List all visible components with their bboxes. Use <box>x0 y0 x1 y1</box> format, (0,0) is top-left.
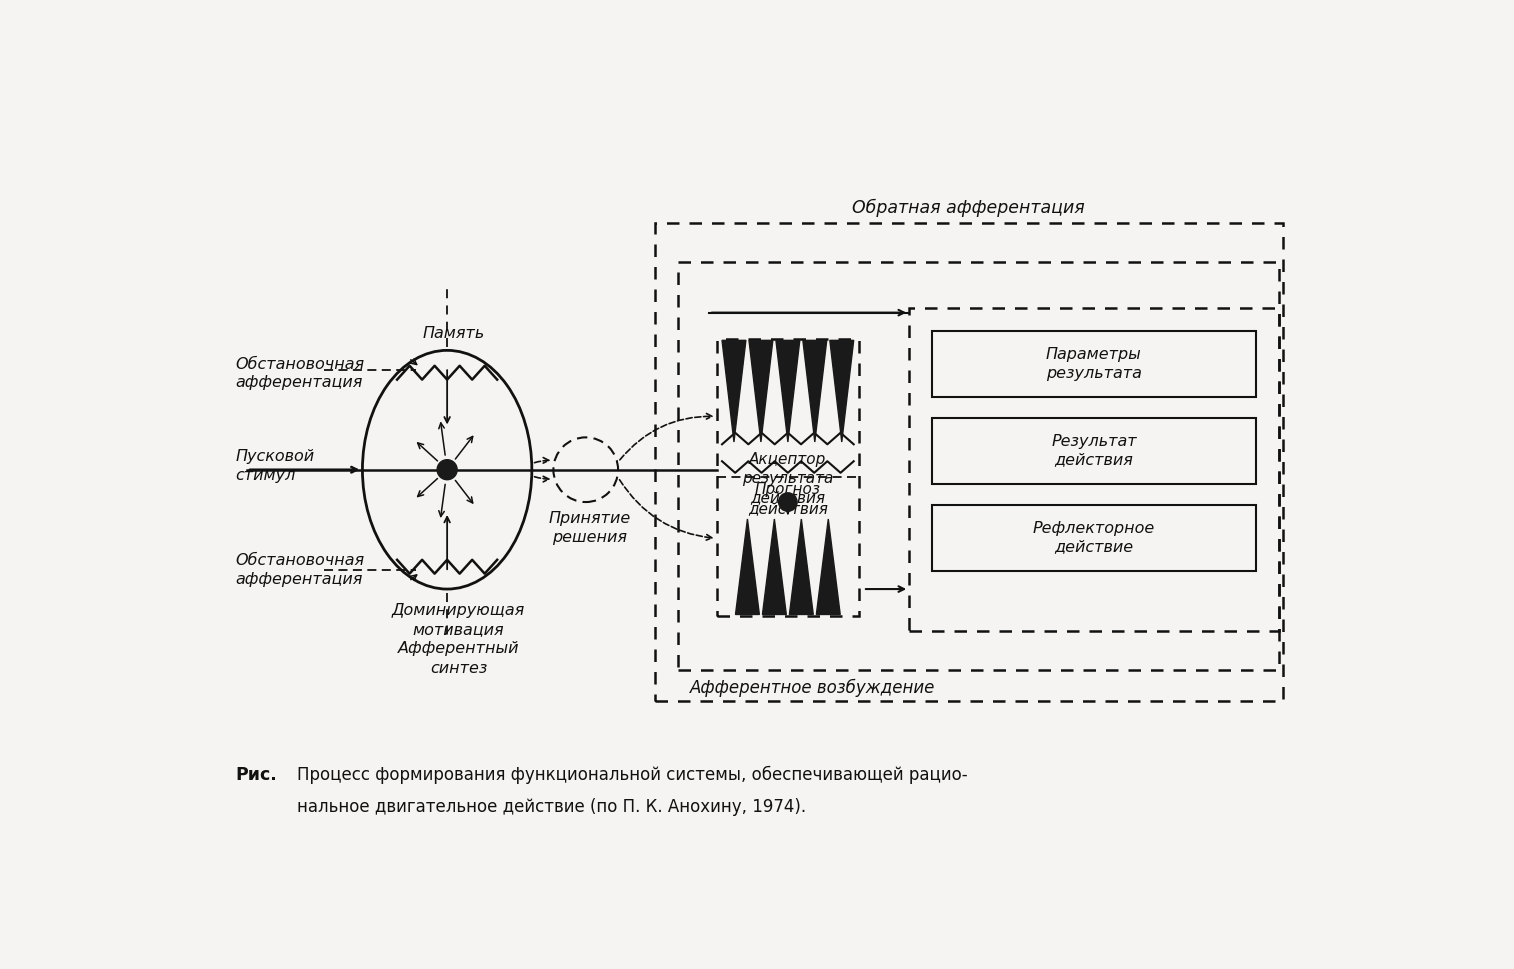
Text: Обстановочная
афферентация: Обстановочная афферентация <box>235 553 365 586</box>
Polygon shape <box>830 340 854 442</box>
Text: Память: Память <box>422 327 484 341</box>
Polygon shape <box>763 519 786 614</box>
Text: Акцептор
результата
действия: Акцептор результата действия <box>742 453 834 506</box>
Text: Рефлекторное
действие: Рефлекторное действие <box>1033 521 1155 554</box>
Text: Афферентное возбуждение: Афферентное возбуждение <box>690 679 936 698</box>
Text: Доминирующая
мотивация
Афферентный
синтез: Доминирующая мотивация Афферентный синте… <box>392 603 525 675</box>
Polygon shape <box>775 340 799 442</box>
Text: Рис.: Рис. <box>235 766 277 784</box>
Polygon shape <box>802 340 827 442</box>
Polygon shape <box>736 519 760 614</box>
Polygon shape <box>816 519 840 614</box>
Text: Результат
действия: Результат действия <box>1051 434 1137 468</box>
Polygon shape <box>749 340 772 442</box>
Circle shape <box>438 459 457 480</box>
Text: Прогноз
дейс твия: Прогноз дейс твия <box>748 483 828 516</box>
Text: Пусковой
стимул: Пусковой стимул <box>235 449 315 483</box>
Polygon shape <box>789 519 813 614</box>
Polygon shape <box>722 340 746 442</box>
Circle shape <box>778 493 796 512</box>
Text: Обратная афферентация: Обратная афферентация <box>852 199 1086 217</box>
Text: Принятие
решения: Принятие решения <box>548 512 631 545</box>
Text: нальное двигательное действие (по П. К. Анохину, 1974).: нальное двигательное действие (по П. К. … <box>297 798 805 817</box>
Text: Обстановочная
афферентация: Обстановочная афферентация <box>235 357 365 391</box>
Text: Параметры
результата: Параметры результата <box>1046 347 1142 381</box>
Text: Процесс формирования функциональной системы, обеспечивающей рацио-: Процесс формирования функциональной сист… <box>297 766 967 784</box>
